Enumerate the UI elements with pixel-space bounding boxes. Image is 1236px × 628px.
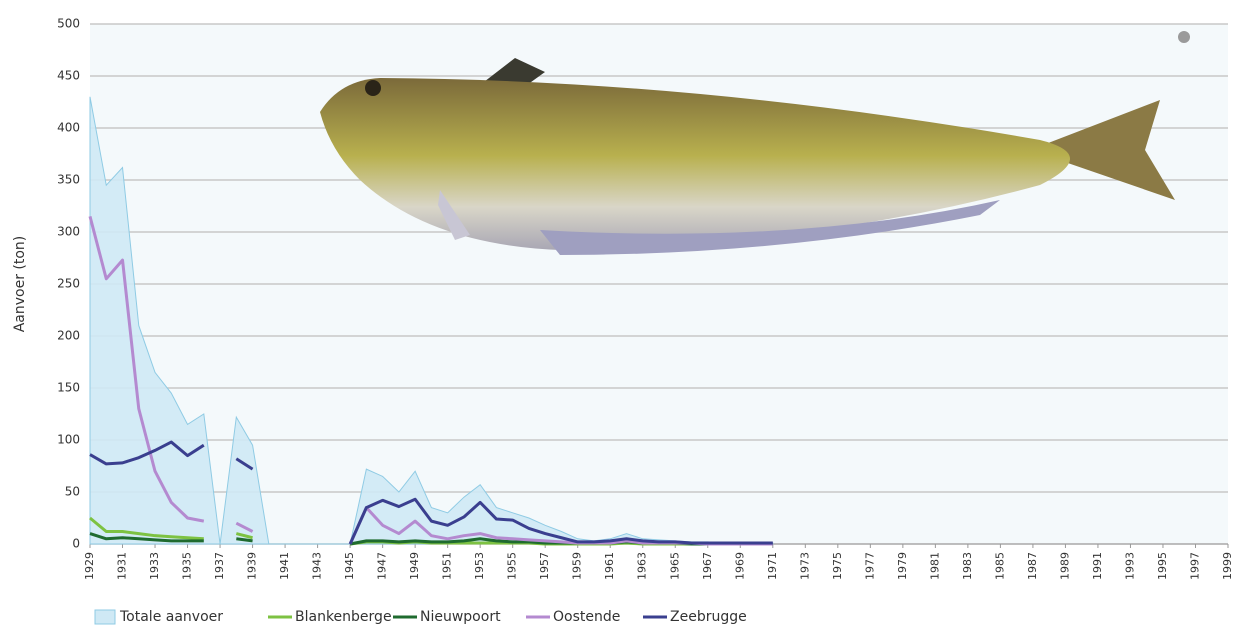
legend: Totale aanvoer Blankenberge Nieuwpoort Oost… xyxy=(95,609,747,625)
x-tick-label: 1977 xyxy=(863,552,876,580)
chart: Aanvoer (ton) Totale aanvoer Blankenberge… xyxy=(0,0,1236,628)
x-tick-label: 1957 xyxy=(538,552,551,580)
x-tick-label: 1999 xyxy=(1221,552,1234,580)
x-tick-label: 1967 xyxy=(701,552,714,580)
legend-label: Oostende xyxy=(553,609,620,625)
y-tick-label: 500 xyxy=(57,17,80,31)
y-tick-label: 150 xyxy=(57,381,80,395)
legend-label: Zeebrugge xyxy=(670,609,747,625)
x-tick-label: 1953 xyxy=(473,552,486,580)
x-tick-label: 1947 xyxy=(376,552,389,580)
x-tick-label: 1979 xyxy=(896,552,909,580)
x-tick-label: 1951 xyxy=(441,552,454,580)
x-tick-label: 1955 xyxy=(506,552,519,580)
x-tick-label: 1983 xyxy=(961,552,974,580)
x-tick-label: 1971 xyxy=(766,552,779,580)
x-tick-label: 1939 xyxy=(246,552,259,580)
x-tick-label: 1997 xyxy=(1188,552,1201,580)
legend-label: Totale aanvoer xyxy=(119,609,223,625)
y-tick-label: 350 xyxy=(57,173,80,187)
x-tick-label: 1965 xyxy=(668,552,681,580)
y-tick-label: 450 xyxy=(57,69,80,83)
y-tick-label: 300 xyxy=(57,225,80,239)
y-tick-label: 200 xyxy=(57,329,80,343)
x-tick-label: 1929 xyxy=(83,552,96,580)
x-tick-label: 1945 xyxy=(343,552,356,580)
y-tick-label: 0 xyxy=(72,537,80,551)
x-tick-label: 1961 xyxy=(603,552,616,580)
x-tick-label: 1991 xyxy=(1091,552,1104,580)
x-tick-label: 1937 xyxy=(213,552,226,580)
x-tick-label: 1933 xyxy=(148,552,161,580)
y-axis-label: Aanvoer (ton) xyxy=(12,236,28,333)
x-tick-label: 1931 xyxy=(116,552,129,580)
legend-swatch xyxy=(95,610,115,624)
x-tick-label: 1969 xyxy=(733,552,746,580)
x-tick-label: 1959 xyxy=(571,552,584,580)
x-tick-label: 1941 xyxy=(278,552,291,580)
x-tick-label: 1935 xyxy=(181,552,194,580)
y-tick-label: 250 xyxy=(57,277,80,291)
x-tick-label: 1993 xyxy=(1123,552,1136,580)
copyright-mark xyxy=(1178,31,1190,43)
x-tick-label: 1989 xyxy=(1058,552,1071,580)
x-tick-label: 1943 xyxy=(311,552,324,580)
y-tick-label: 50 xyxy=(65,485,80,499)
legend-label: Blankenberge xyxy=(295,609,392,625)
x-tick-label: 1981 xyxy=(928,552,941,580)
x-tick-label: 1985 xyxy=(993,552,1006,580)
x-tick-label: 1995 xyxy=(1156,552,1169,580)
x-tick-label: 1987 xyxy=(1026,552,1039,580)
x-tick-label: 1949 xyxy=(408,552,421,580)
x-tick-label: 1963 xyxy=(636,552,649,580)
legend-label: Nieuwpoort xyxy=(420,609,501,625)
x-tick-label: 1973 xyxy=(798,552,811,580)
x-tick-label: 1975 xyxy=(831,552,844,580)
y-tick-label: 100 xyxy=(57,433,80,447)
y-tick-label: 400 xyxy=(57,121,80,135)
